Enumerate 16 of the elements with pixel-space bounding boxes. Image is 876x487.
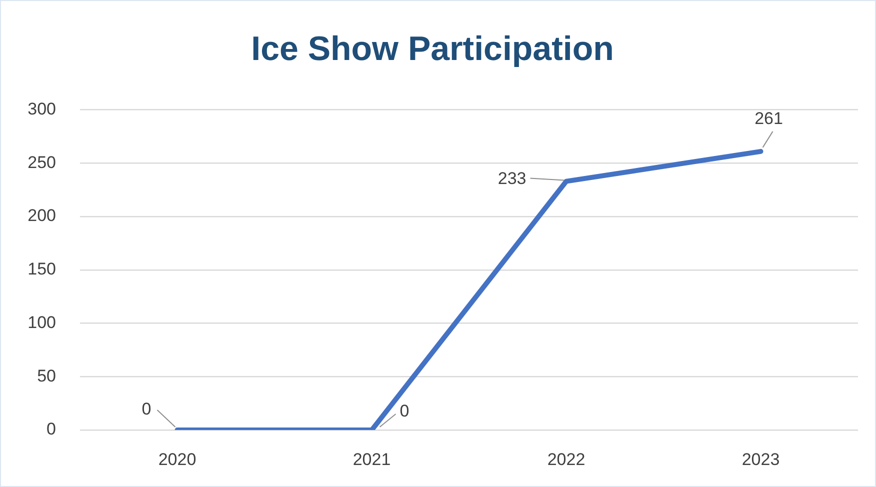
x-tick-label: 2021 bbox=[352, 450, 391, 469]
y-tick-label: 300 bbox=[28, 99, 56, 118]
x-tick-label: 2022 bbox=[547, 450, 586, 469]
data-label: 233 bbox=[498, 169, 526, 188]
data-label: 0 bbox=[142, 400, 152, 419]
y-tick-label: 150 bbox=[28, 260, 56, 279]
data-label: 261 bbox=[754, 109, 783, 128]
y-tick-label: 100 bbox=[28, 312, 56, 332]
y-tick-label: 200 bbox=[28, 206, 56, 226]
y-tick-label: 50 bbox=[37, 366, 56, 386]
data-label: 0 bbox=[400, 402, 410, 421]
y-tick-label: 250 bbox=[28, 152, 56, 172]
chart-title: Ice Show Participation bbox=[251, 30, 614, 68]
x-tick-label: 2023 bbox=[742, 450, 780, 469]
y-tick-label: 0 bbox=[46, 420, 56, 439]
x-tick-label: 2020 bbox=[158, 450, 196, 469]
